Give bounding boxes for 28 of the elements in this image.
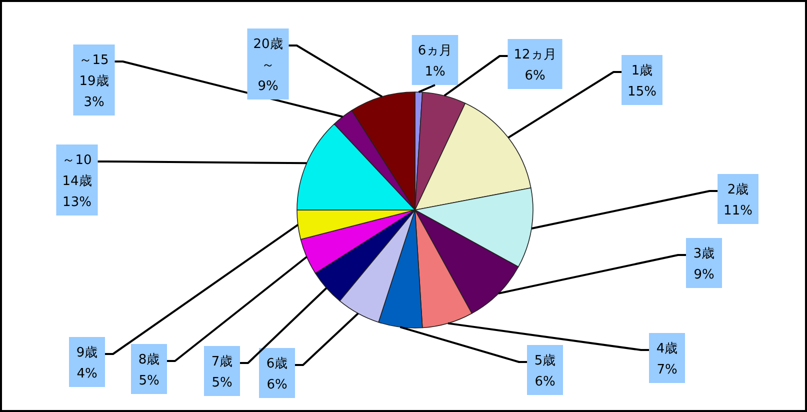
slice-label: 2歳 (727, 182, 749, 198)
data-label: 7% (656, 362, 678, 378)
data-label: 9% (258, 79, 278, 94)
slice-label: 7歳 (211, 354, 233, 370)
data-label: 15% (628, 84, 656, 100)
data-label: 5% (138, 374, 160, 388)
slice-label: 6歳 (266, 356, 288, 372)
slice-label: 4歳 (656, 342, 678, 356)
slice-label: 12ヵ月 (514, 48, 556, 62)
slice-label: 1歳 (631, 64, 653, 78)
slice-label: 6ヵ月 (418, 44, 452, 58)
slice-label: ～15 19歳 (79, 53, 109, 89)
slice-label: 3歳 (693, 246, 715, 262)
slice-label: 5歳 (534, 354, 556, 368)
data-label: 13% (62, 195, 92, 210)
slice-label: 20歳～ (253, 37, 283, 73)
slice-label: 8歳 (138, 352, 160, 368)
slice-label: 9歳 (76, 346, 98, 360)
data-label: 5% (212, 376, 232, 390)
data-label: 6% (534, 374, 556, 390)
data-label: 1% (424, 64, 446, 80)
slice-label: ～10 14歳 (62, 153, 92, 189)
data-label: 6% (266, 378, 288, 392)
data-label: 3% (84, 95, 104, 110)
data-label: 9% (694, 268, 714, 282)
data-label: 11% (724, 204, 752, 218)
data-label: 6% (524, 68, 546, 84)
data-label: 4% (76, 366, 98, 382)
